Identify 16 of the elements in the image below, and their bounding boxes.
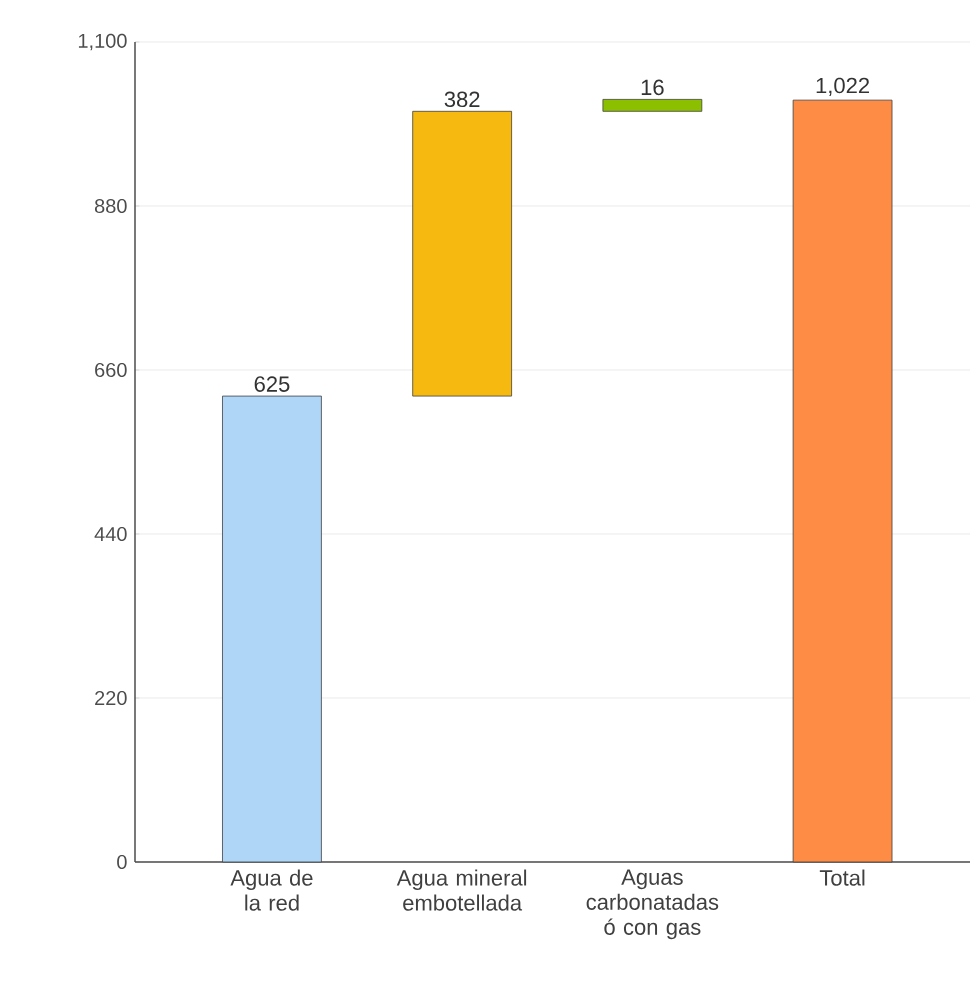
bar [602, 98, 703, 112]
x-tick-label: Agua de la red [230, 869, 313, 911]
y-tick-label: 1,100 [78, 33, 127, 51]
y-tick-label: 660 [95, 362, 127, 378]
y-tick-label: 440 [94, 526, 127, 542]
bar [412, 110, 513, 397]
x-tick-label: Agua mineral embotellada [396, 869, 527, 911]
data-label: 382 [444, 91, 480, 108]
data-label: 1,022 [816, 77, 869, 96]
x-tick-label: Aguas carbonatadas ó con gas [586, 869, 719, 940]
y-tick-label: 880 [94, 198, 127, 214]
y-tick-label: 220 [95, 690, 127, 706]
data-label: 16 [641, 79, 664, 96]
y-tick-label: 0 [117, 854, 127, 870]
data-label: 625 [254, 376, 290, 392]
x-tick-label: Total [819, 869, 865, 886]
